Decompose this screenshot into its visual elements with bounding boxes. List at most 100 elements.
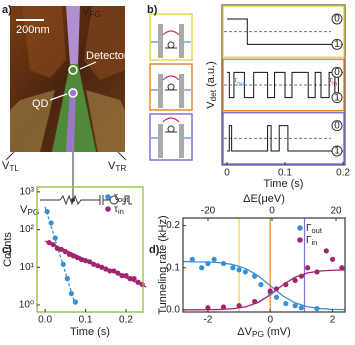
wire [117,151,127,161]
data-point [60,261,66,267]
trace [226,125,344,152]
data-point [123,273,129,279]
data-point [314,306,320,312]
legend-label: τin [114,204,124,216]
data-point [68,291,74,297]
trace [226,18,344,45]
tau-out-sub: out [237,81,246,87]
arrow [49,93,68,101]
x-axis-label: Time (s) [70,326,110,338]
y-axis-label: Counts [2,232,14,267]
data-point [252,298,258,305]
legend-marker [297,237,303,243]
gate-label: VFG [82,6,101,19]
x-axis-label-main: ΔV [237,326,252,338]
trace [226,71,344,99]
data-point [58,246,64,252]
y-tick-label: 10⁰ [19,300,34,311]
level-label: 1 [334,146,340,157]
data-point [305,265,311,271]
panel-label: c) [2,244,12,256]
x-tick-label: 0.2 [336,168,350,179]
legend-label-main: τ [114,192,118,203]
data-point [283,300,289,307]
data-point [211,256,217,262]
data-point [44,209,50,215]
data-point [205,260,211,267]
gate-label: VPG [20,204,39,217]
legend-label-sub: in [118,207,124,216]
trace-frame [221,4,346,166]
gate-label-sub: FG [89,10,100,19]
data-point [115,270,121,276]
gate-label: VTR [108,160,126,173]
pulse [122,195,132,205]
barriers [158,24,184,158]
x-tick-label: 0 [224,168,230,179]
level-label: 1 [334,39,340,50]
data-point [72,299,79,305]
data-point [283,282,289,288]
arrow [79,61,97,70]
detector-label: Detector [86,50,128,62]
level-badge [331,145,343,157]
tunnel-arrows [162,30,180,123]
data-point [220,304,227,310]
data-point [189,256,195,262]
schematic-box [149,13,193,61]
data-point [74,255,81,261]
data-point [131,276,137,282]
qd-dot [68,88,78,98]
data-point [258,282,264,288]
data-point [292,303,298,309]
data-point [135,279,141,285]
data-point [50,241,56,248]
x-tick-label: 0.1 [79,315,93,326]
data-point [220,260,227,267]
legend-label: Γin [306,235,317,247]
y-tick-label: 0.1 [166,262,180,273]
data-point [48,220,54,226]
x-tick-label: 0.1 [278,168,292,179]
x-tick-label: 0.2 [119,315,133,326]
data-point [54,245,60,251]
data-point [119,273,125,279]
gate-region [22,6,66,78]
tau-in: τin [329,75,337,86]
schematic-box [149,63,193,111]
data-point [139,281,145,288]
legend-label-main: Γ [306,223,312,234]
data-point [252,273,258,279]
tau-out: τout [234,75,246,86]
data-point [82,258,89,264]
tr-gate [86,90,125,152]
data-point [273,294,280,300]
plot-area [182,218,346,312]
panel-label: d) [149,244,160,256]
data-point [339,265,345,271]
data-point [323,248,329,254]
level-badge [331,120,343,132]
data-point [46,240,52,246]
data-point [273,286,280,292]
schematics [149,13,193,161]
data-point [199,265,205,271]
gate-label: VTL [2,160,19,173]
x2-tick-label: 20 [330,206,342,217]
y-axis-label-sub: det [209,89,218,101]
row-frame [222,111,345,165]
data-point [86,259,93,265]
plot-frame [182,217,346,313]
tau-in-main: τ [329,75,333,84]
legend-label-sub: out [312,226,323,235]
plot-frame [36,186,144,313]
data-point [62,249,68,255]
data-point [91,261,97,267]
x-axis-label: ΔVPG (mV) [237,326,291,339]
detector-dot [68,65,78,75]
data-point [292,277,298,283]
x-tick-label: 2 [330,315,336,326]
data-point [242,269,248,275]
gate-label-sub: TL [9,164,19,173]
